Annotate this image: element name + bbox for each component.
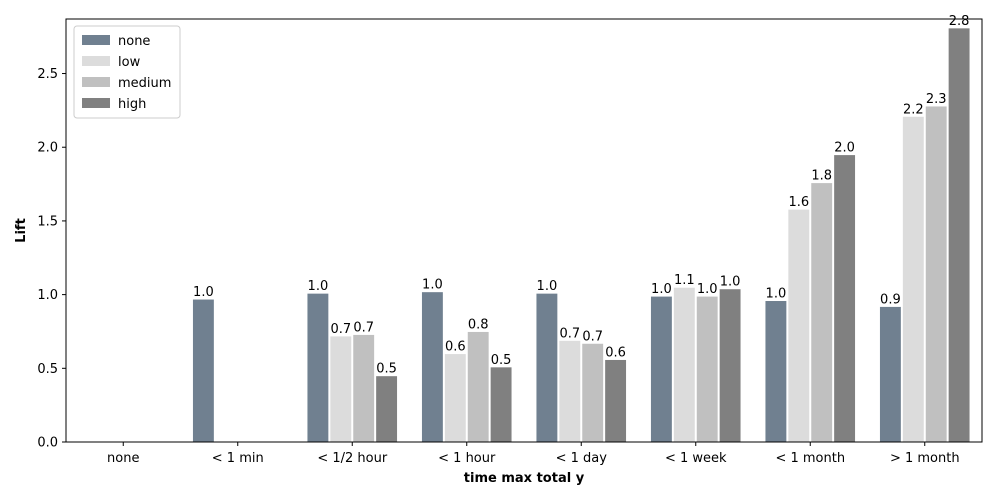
bar bbox=[420, 291, 444, 443]
bar-value-label: 0.5 bbox=[491, 353, 512, 368]
bar-value-label: 1.0 bbox=[766, 287, 787, 302]
bar bbox=[878, 305, 902, 443]
bar-value-label: 1.0 bbox=[697, 282, 718, 297]
x-tick-label: < 1 hour bbox=[438, 451, 496, 466]
bar bbox=[375, 375, 399, 443]
legend: none low medium high bbox=[73, 25, 181, 119]
bar bbox=[466, 330, 490, 443]
legend-label: high bbox=[118, 97, 146, 112]
legend-label: low bbox=[118, 55, 141, 70]
bar bbox=[787, 208, 811, 443]
x-tick-label: < 1/2 hour bbox=[317, 451, 388, 466]
bar bbox=[604, 358, 628, 443]
bar-value-label: 1.8 bbox=[811, 169, 832, 184]
x-tick-label: < 1 month bbox=[775, 451, 845, 466]
bar bbox=[306, 292, 330, 443]
bar bbox=[443, 353, 467, 443]
y-tick-label: 1.5 bbox=[37, 214, 58, 229]
bar-value-label: 2.2 bbox=[903, 102, 924, 117]
bar-value-label: 0.8 bbox=[468, 317, 489, 332]
bar-value-label: 0.6 bbox=[445, 340, 466, 355]
bar bbox=[329, 335, 353, 443]
bar-value-label: 2.3 bbox=[926, 92, 947, 107]
x-tick-label: < 1 min bbox=[212, 451, 264, 466]
bar bbox=[718, 288, 742, 443]
bar-value-label: 0.7 bbox=[559, 326, 580, 341]
bar-value-label: 0.7 bbox=[330, 322, 351, 337]
legend-swatch bbox=[82, 35, 110, 45]
bar-value-label: 0.7 bbox=[353, 320, 374, 335]
y-tick-label: 2.5 bbox=[37, 67, 58, 82]
y-axis: 0.0 0.5 1.0 1.5 2.0 2.5 bbox=[37, 67, 66, 451]
bar-value-label: 1.0 bbox=[537, 279, 558, 294]
bar-value-label: 0.6 bbox=[605, 345, 626, 360]
legend-label: none bbox=[118, 34, 150, 49]
bars-layer bbox=[191, 27, 971, 443]
plot-frame bbox=[65, 18, 983, 443]
bar bbox=[947, 27, 971, 443]
y-tick-label: 0.0 bbox=[37, 436, 58, 451]
bar bbox=[833, 154, 857, 443]
bar-value-label: 2.0 bbox=[834, 141, 855, 156]
x-tick-label: < 1 week bbox=[665, 451, 727, 466]
bar bbox=[901, 115, 925, 443]
legend-label: medium bbox=[118, 76, 171, 91]
bar bbox=[810, 182, 834, 443]
bar-value-label: 2.8 bbox=[949, 14, 970, 29]
bar bbox=[695, 295, 719, 443]
x-tick-label: none bbox=[107, 451, 139, 466]
bar bbox=[535, 292, 559, 443]
bar-value-label: 0.5 bbox=[376, 362, 397, 377]
x-tick-label: > 1 month bbox=[890, 451, 960, 466]
y-tick-label: 1.0 bbox=[37, 288, 58, 303]
bar bbox=[672, 286, 696, 443]
bar bbox=[581, 342, 605, 443]
legend-swatch bbox=[82, 98, 110, 108]
legend-box bbox=[73, 25, 181, 119]
bar bbox=[764, 300, 788, 443]
bar bbox=[489, 366, 513, 443]
bar-value-label: 1.0 bbox=[308, 279, 329, 294]
bar-value-label: 1.1 bbox=[674, 273, 695, 288]
bar bbox=[352, 333, 376, 443]
x-axis-title: time max total y bbox=[464, 471, 585, 486]
y-tick-label: 0.5 bbox=[37, 362, 58, 377]
bar-value-label: 0.7 bbox=[582, 329, 603, 344]
bar bbox=[558, 339, 582, 443]
bar bbox=[191, 298, 215, 443]
bar-value-label: 1.0 bbox=[720, 275, 741, 290]
bar bbox=[924, 105, 948, 443]
bar-value-label: 1.0 bbox=[422, 278, 443, 293]
x-tick-label: < 1 day bbox=[556, 451, 608, 466]
bar-value-label: 1.0 bbox=[193, 285, 214, 300]
y-tick-label: 2.0 bbox=[37, 141, 58, 156]
x-axis: none < 1 min < 1/2 hour < 1 hour < 1 day < 1 … bbox=[107, 442, 960, 466]
bar-value-label: 1.0 bbox=[651, 282, 672, 297]
bar-value-label: 1.6 bbox=[788, 195, 809, 210]
bar-labels-layer: 1.0 1.00.7 0.70.51.00.60.80.51.00.7 0.70.61… bbox=[193, 14, 969, 377]
legend-swatch bbox=[82, 56, 110, 66]
y-axis-title: Lift bbox=[14, 218, 29, 243]
legend-swatch bbox=[82, 77, 110, 87]
bar bbox=[649, 295, 673, 443]
bar-value-label: 0.9 bbox=[880, 292, 901, 307]
